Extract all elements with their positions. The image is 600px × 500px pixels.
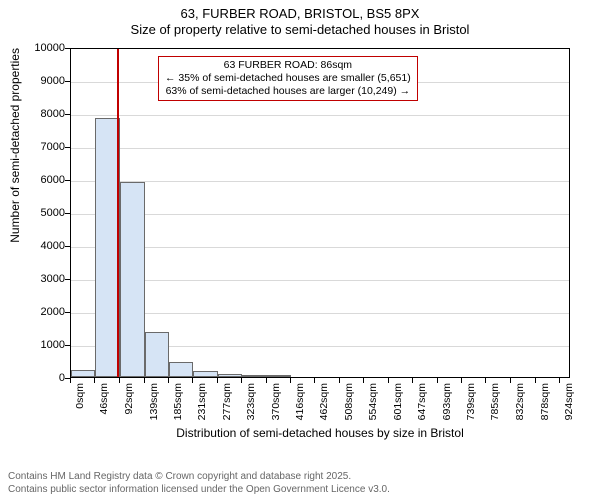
xtick-label: 508sqm bbox=[343, 383, 355, 420]
xtick-label: 554sqm bbox=[367, 383, 379, 420]
footer-attribution: Contains HM Land Registry data © Crown c… bbox=[8, 471, 390, 496]
xtick-label: 323sqm bbox=[245, 383, 257, 420]
xtick-mark bbox=[437, 378, 438, 383]
ytick-mark bbox=[65, 48, 70, 49]
xtick-label: 0sqm bbox=[74, 383, 86, 409]
ytick-label: 8000 bbox=[25, 108, 65, 120]
histogram-bar bbox=[71, 370, 95, 377]
xtick-label: 370sqm bbox=[270, 383, 282, 420]
xtick-mark bbox=[70, 378, 71, 383]
histogram-bar bbox=[218, 374, 242, 377]
gridline bbox=[71, 313, 569, 314]
gridline bbox=[71, 247, 569, 248]
xtick-label: 277sqm bbox=[221, 383, 233, 420]
xtick-label: 416sqm bbox=[294, 383, 306, 420]
ytick-mark bbox=[65, 81, 70, 82]
xtick-label: 924sqm bbox=[563, 383, 575, 420]
xtick-mark bbox=[94, 378, 95, 383]
title-line-2: Size of property relative to semi-detach… bbox=[0, 22, 600, 38]
xtick-mark bbox=[510, 378, 511, 383]
gridline bbox=[71, 214, 569, 215]
ytick-mark bbox=[65, 180, 70, 181]
ytick-mark bbox=[65, 345, 70, 346]
xtick-label: 231sqm bbox=[196, 383, 208, 420]
histogram-bar bbox=[169, 362, 193, 377]
ytick-label: 4000 bbox=[25, 240, 65, 252]
xtick-label: 139sqm bbox=[148, 383, 160, 420]
ytick-label: 6000 bbox=[25, 174, 65, 186]
histogram-bar bbox=[267, 375, 291, 377]
xtick-label: 785sqm bbox=[489, 383, 501, 420]
marker-line bbox=[117, 49, 119, 377]
xtick-label: 462sqm bbox=[318, 383, 330, 420]
plot-wrap: Number of semi-detached properties Distr… bbox=[50, 48, 580, 418]
ytick-label: 7000 bbox=[25, 141, 65, 153]
xtick-label: 878sqm bbox=[539, 383, 551, 420]
xtick-label: 739sqm bbox=[465, 383, 477, 420]
ytick-label: 3000 bbox=[25, 273, 65, 285]
xtick-label: 185sqm bbox=[172, 383, 184, 420]
xtick-mark bbox=[485, 378, 486, 383]
xtick-mark bbox=[192, 378, 193, 383]
x-axis-label: Distribution of semi-detached houses by … bbox=[70, 426, 570, 440]
xtick-mark bbox=[266, 378, 267, 383]
xtick-mark bbox=[461, 378, 462, 383]
ytick-mark bbox=[65, 246, 70, 247]
xtick-label: 693sqm bbox=[441, 383, 453, 420]
annotation-box: 63 FURBER ROAD: 86sqm← 35% of semi-detac… bbox=[158, 56, 418, 101]
xtick-mark bbox=[241, 378, 242, 383]
annotation-line-3: 63% of semi-detached houses are larger (… bbox=[165, 85, 411, 98]
title-line-1: 63, FURBER ROAD, BRISTOL, BS5 8PX bbox=[0, 6, 600, 22]
xtick-mark bbox=[412, 378, 413, 383]
ytick-mark bbox=[65, 312, 70, 313]
xtick-label: 46sqm bbox=[98, 383, 110, 415]
ytick-label: 0 bbox=[25, 372, 65, 384]
histogram-bar bbox=[242, 375, 267, 377]
xtick-mark bbox=[363, 378, 364, 383]
xtick-mark bbox=[119, 378, 120, 383]
ytick-label: 10000 bbox=[25, 42, 65, 54]
ytick-mark bbox=[65, 279, 70, 280]
chart-title-block: 63, FURBER ROAD, BRISTOL, BS5 8PX Size o… bbox=[0, 0, 600, 39]
ytick-label: 1000 bbox=[25, 339, 65, 351]
ytick-label: 9000 bbox=[25, 75, 65, 87]
xtick-mark bbox=[339, 378, 340, 383]
footer-line-1: Contains HM Land Registry data © Crown c… bbox=[8, 471, 390, 484]
gridline bbox=[71, 181, 569, 182]
xtick-label: 601sqm bbox=[392, 383, 404, 420]
xtick-mark bbox=[144, 378, 145, 383]
xtick-mark bbox=[217, 378, 218, 383]
ytick-label: 2000 bbox=[25, 306, 65, 318]
gridline bbox=[71, 115, 569, 116]
ytick-mark bbox=[65, 147, 70, 148]
gridline bbox=[71, 148, 569, 149]
ytick-mark bbox=[65, 114, 70, 115]
ytick-mark bbox=[65, 213, 70, 214]
histogram-bar bbox=[120, 182, 145, 377]
footer-line-2: Contains public sector information licen… bbox=[8, 484, 390, 497]
ytick-label: 5000 bbox=[25, 207, 65, 219]
gridline bbox=[71, 280, 569, 281]
annotation-line-1: 63 FURBER ROAD: 86sqm bbox=[165, 59, 411, 72]
xtick-label: 647sqm bbox=[416, 383, 428, 420]
histogram-bar bbox=[193, 371, 217, 377]
xtick-label: 832sqm bbox=[514, 383, 526, 420]
xtick-mark bbox=[535, 378, 536, 383]
xtick-mark bbox=[559, 378, 560, 383]
xtick-mark bbox=[314, 378, 315, 383]
annotation-line-2: ← 35% of semi-detached houses are smalle… bbox=[165, 72, 411, 85]
xtick-mark bbox=[290, 378, 291, 383]
histogram-bar bbox=[145, 332, 169, 377]
y-axis-label: Number of semi-detached properties bbox=[8, 0, 22, 213]
xtick-mark bbox=[388, 378, 389, 383]
xtick-mark bbox=[168, 378, 169, 383]
xtick-label: 92sqm bbox=[123, 383, 135, 415]
